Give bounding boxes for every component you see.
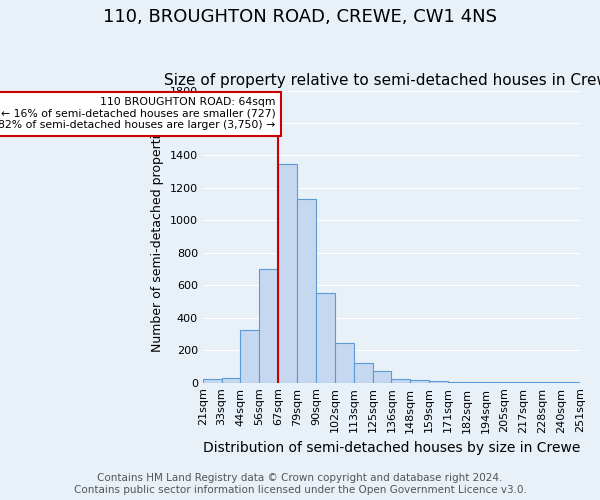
- Y-axis label: Number of semi-detached properties: Number of semi-detached properties: [151, 121, 164, 352]
- Bar: [429, 381, 448, 382]
- Bar: [241, 330, 259, 382]
- Bar: [410, 380, 429, 382]
- Text: Contains HM Land Registry data © Crown copyright and database right 2024.
Contai: Contains HM Land Registry data © Crown c…: [74, 474, 526, 495]
- Bar: [278, 164, 297, 382]
- Bar: [373, 372, 391, 382]
- Bar: [203, 380, 221, 382]
- Text: 110 BROUGHTON ROAD: 64sqm
← 16% of semi-detached houses are smaller (727)
82% of: 110 BROUGHTON ROAD: 64sqm ← 16% of semi-…: [0, 97, 275, 130]
- Bar: [297, 200, 316, 382]
- X-axis label: Distribution of semi-detached houses by size in Crewe: Distribution of semi-detached houses by …: [203, 441, 580, 455]
- Bar: [221, 378, 241, 382]
- Bar: [391, 378, 410, 382]
- Text: 110, BROUGHTON ROAD, CREWE, CW1 4NS: 110, BROUGHTON ROAD, CREWE, CW1 4NS: [103, 8, 497, 26]
- Bar: [353, 363, 373, 382]
- Bar: [316, 294, 335, 382]
- Title: Size of property relative to semi-detached houses in Crewe: Size of property relative to semi-detach…: [164, 73, 600, 88]
- Bar: [259, 269, 278, 382]
- Bar: [335, 343, 353, 382]
